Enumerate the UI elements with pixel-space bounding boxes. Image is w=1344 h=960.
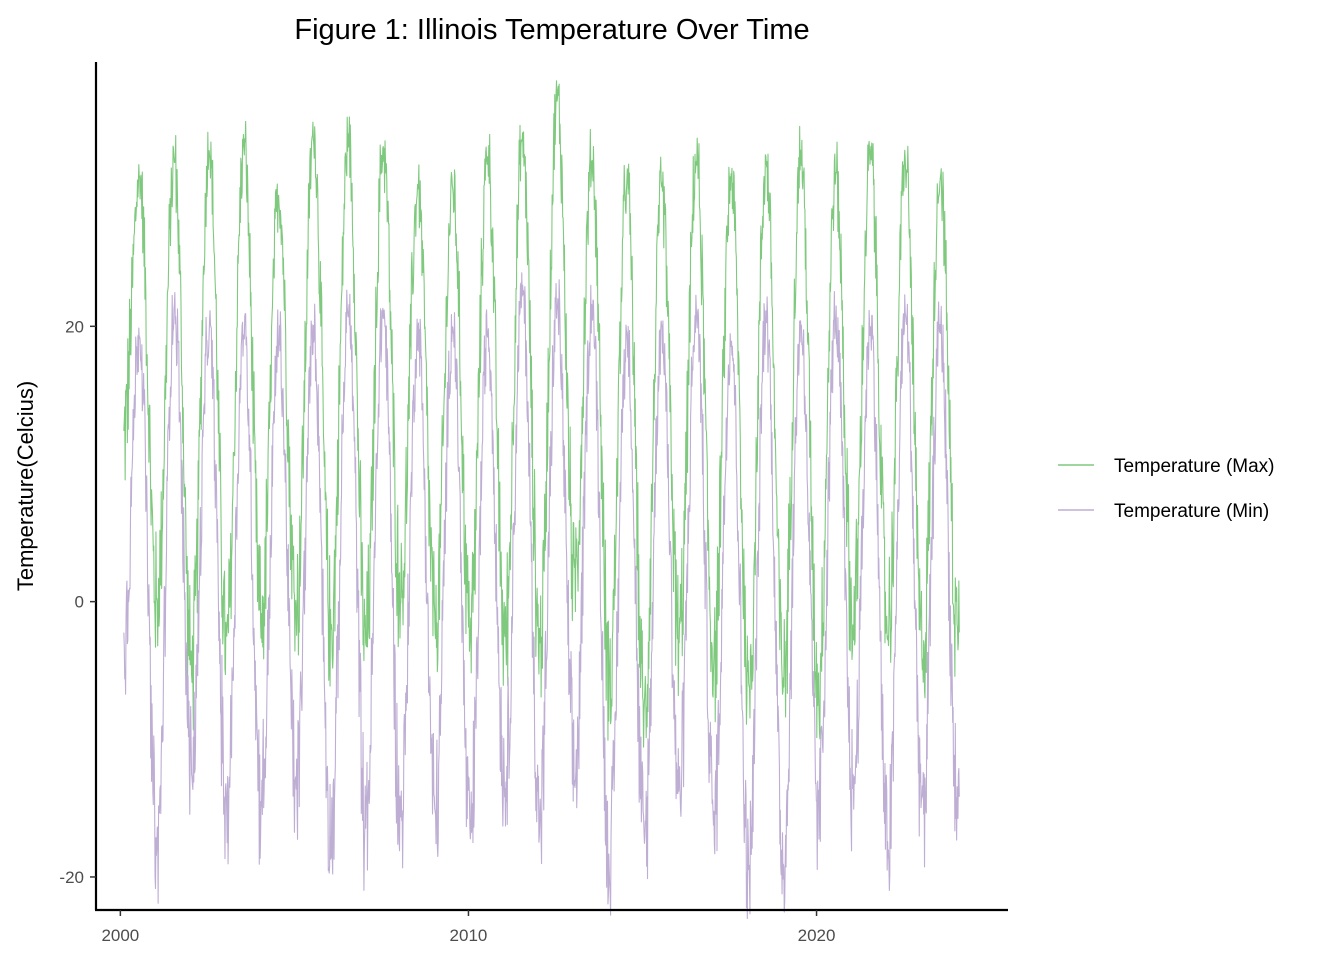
y-axis-title: Temperature(Celcius) xyxy=(13,381,38,591)
plot-lines xyxy=(123,80,960,920)
y-tick-label: -20 xyxy=(59,868,84,887)
legend-label-min: Temperature (Min) xyxy=(1114,501,1269,522)
y-axis-ticks: -20 0 20 xyxy=(59,317,96,887)
x-axis-ticks: 2000 2010 2020 xyxy=(101,910,835,945)
legend-label-max: Temperature (Max) xyxy=(1114,456,1275,477)
y-tick-label: 0 xyxy=(75,593,84,612)
series-line-min xyxy=(123,272,960,920)
series-line-max xyxy=(123,80,960,748)
x-tick-label: 2000 xyxy=(101,926,139,945)
legend: Temperature (Max) Temperature (Min) xyxy=(1058,456,1275,522)
x-tick-label: 2020 xyxy=(798,926,836,945)
chart-title: Figure 1: Illinois Temperature Over Time xyxy=(294,14,809,46)
y-tick-label: 20 xyxy=(65,317,84,336)
x-tick-label: 2010 xyxy=(450,926,488,945)
